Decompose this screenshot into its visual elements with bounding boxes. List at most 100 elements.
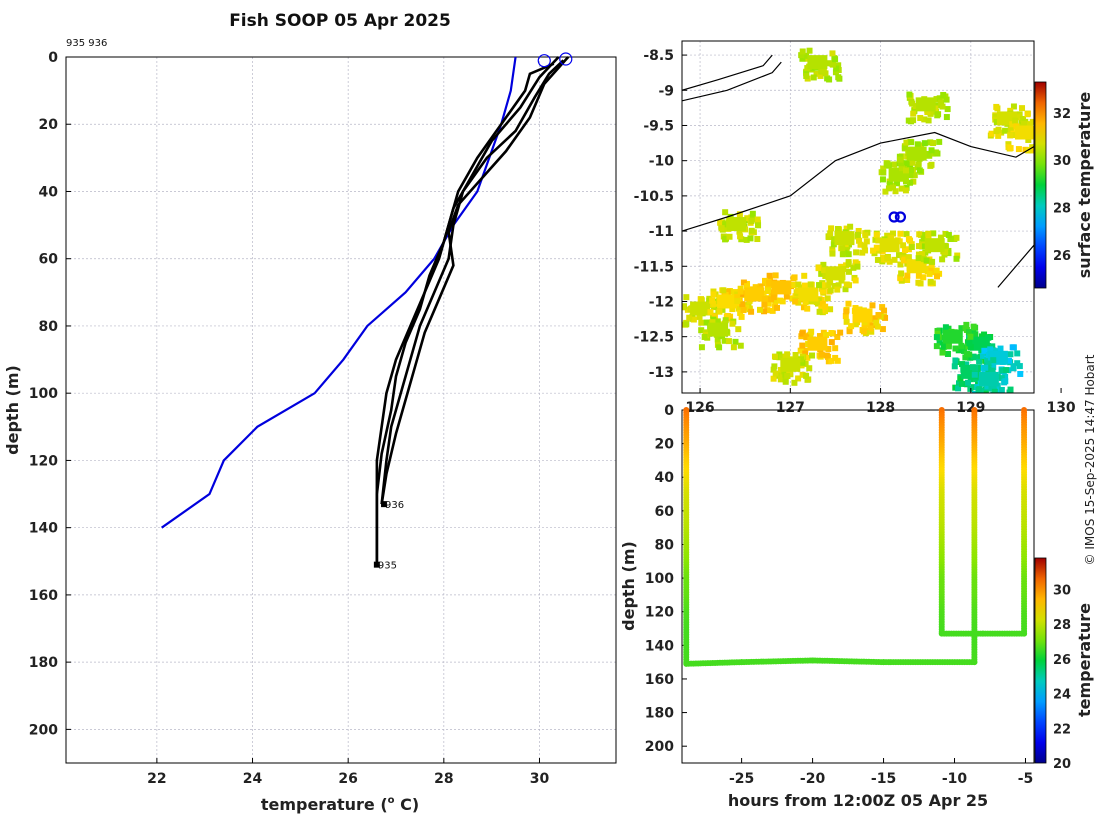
sst-pixel: [907, 172, 914, 179]
sst-pixel: [842, 286, 849, 293]
map-colorbar-label: surface temperature: [1075, 92, 1094, 279]
sst-pixel: [963, 321, 970, 328]
sst-pixel: [743, 236, 750, 243]
sst-pixel: [818, 351, 825, 358]
sst-pixel: [929, 150, 936, 157]
sst-pixel: [770, 375, 777, 382]
sst-pixel: [740, 279, 747, 286]
sst-pixel: [945, 232, 952, 239]
sst-pixel: [823, 331, 830, 338]
sst-pixel: [744, 215, 751, 222]
map-x-tick-label: 130: [1046, 400, 1075, 416]
sst-pixel: [716, 308, 723, 315]
sst-pixel: [860, 328, 867, 335]
map-y-tick-label: -11: [649, 224, 674, 240]
sst-pixel: [906, 91, 913, 98]
section-colorbar-tick-label: 30: [1053, 583, 1071, 598]
sst-pixel: [683, 321, 690, 328]
sst-core: [942, 329, 963, 344]
sst-pixel: [915, 272, 922, 279]
sst-pixel: [821, 267, 828, 274]
profile-x-tick-label: 22: [147, 771, 166, 787]
map-colorbar: [1034, 81, 1047, 289]
sst-pixel: [819, 67, 826, 74]
sst-pixel: [1014, 350, 1021, 357]
sst-pixel: [901, 144, 908, 151]
map-x-tick-label: 129: [956, 400, 985, 416]
sst-pixel: [830, 241, 837, 248]
sst-pixel: [901, 246, 908, 253]
sst-pixel: [764, 287, 771, 294]
sst-pixel: [898, 160, 905, 167]
sst-pixel: [719, 306, 726, 313]
sst-patch: [933, 321, 979, 358]
section-colorbar-tick-label: 22: [1053, 722, 1071, 737]
sst-pixel: [993, 103, 1000, 110]
sst-pixel: [942, 324, 949, 331]
sst-pixel: [905, 236, 912, 243]
sst-pixel: [805, 376, 812, 383]
sst-pixel: [855, 227, 862, 234]
sst-pixel: [938, 99, 945, 106]
sst-pixel: [682, 304, 687, 311]
sst-pixel: [829, 250, 836, 257]
sst-pixel: [709, 297, 716, 304]
sst-pixel: [822, 272, 829, 279]
profile-end-label: 936: [385, 500, 404, 511]
sst-pixel: [845, 251, 852, 258]
section-track-drop-2: [938, 407, 945, 635]
sst-pixel: [910, 117, 917, 124]
sst-patch: [905, 91, 951, 125]
sst-core: [969, 336, 990, 351]
sst-core: [978, 371, 999, 386]
sst-patch: [896, 138, 943, 174]
section-x-tick-label: -10: [942, 771, 968, 787]
sst-core: [906, 146, 927, 161]
sst-patch: [870, 230, 915, 265]
section-track-bottom-tow-2: [938, 630, 1028, 637]
sst-pixel: [995, 132, 1002, 139]
sst-pixel: [951, 363, 958, 370]
sst-pixel: [988, 130, 995, 137]
sst-pixel: [1013, 114, 1020, 121]
sst-pixel: [879, 176, 886, 183]
section-y-tick-label: 120: [645, 605, 674, 621]
sst-pixel: [1007, 386, 1014, 393]
sst-pixel: [945, 343, 952, 350]
sst-pixel: [749, 210, 756, 217]
sst-pixel: [843, 246, 850, 253]
sst-pixel: [727, 213, 734, 220]
sst-pixel: [816, 333, 823, 340]
sst-pixel: [944, 106, 951, 113]
sst-pixel: [889, 230, 896, 237]
sst-pixel: [799, 48, 806, 55]
sst-pixel: [939, 348, 946, 355]
sst-pixel: [952, 345, 959, 352]
section-sample-point: [1021, 630, 1028, 637]
sst-pixel: [771, 353, 778, 360]
sst-patch: [842, 300, 889, 337]
sst-pixel: [891, 256, 898, 263]
map-y-tick-label: -10: [649, 154, 675, 170]
sst-pixel: [839, 251, 846, 258]
sst-pixel: [920, 235, 927, 242]
sst-pixel: [748, 227, 755, 234]
sst-pixel: [834, 334, 841, 341]
sst-pixel: [835, 62, 842, 69]
sst-pixel: [965, 329, 972, 336]
sst-pixel: [874, 256, 881, 263]
sst-pixel: [932, 149, 939, 156]
sst-pixel: [928, 161, 935, 168]
sst-pixel: [803, 52, 810, 59]
sst-pixel: [852, 259, 859, 266]
sst-pixel: [817, 72, 824, 79]
sst-pixel: [952, 357, 959, 364]
map-colorbar-tick-label: 30: [1053, 154, 1071, 169]
sst-pixel: [924, 109, 931, 116]
section-y-tick-label: 100: [645, 571, 674, 587]
sst-pixel: [701, 333, 708, 340]
sst-pixel: [725, 338, 732, 345]
sst-pixel: [987, 346, 994, 353]
sst-pixel: [969, 364, 976, 371]
sst-pixel: [802, 360, 809, 367]
